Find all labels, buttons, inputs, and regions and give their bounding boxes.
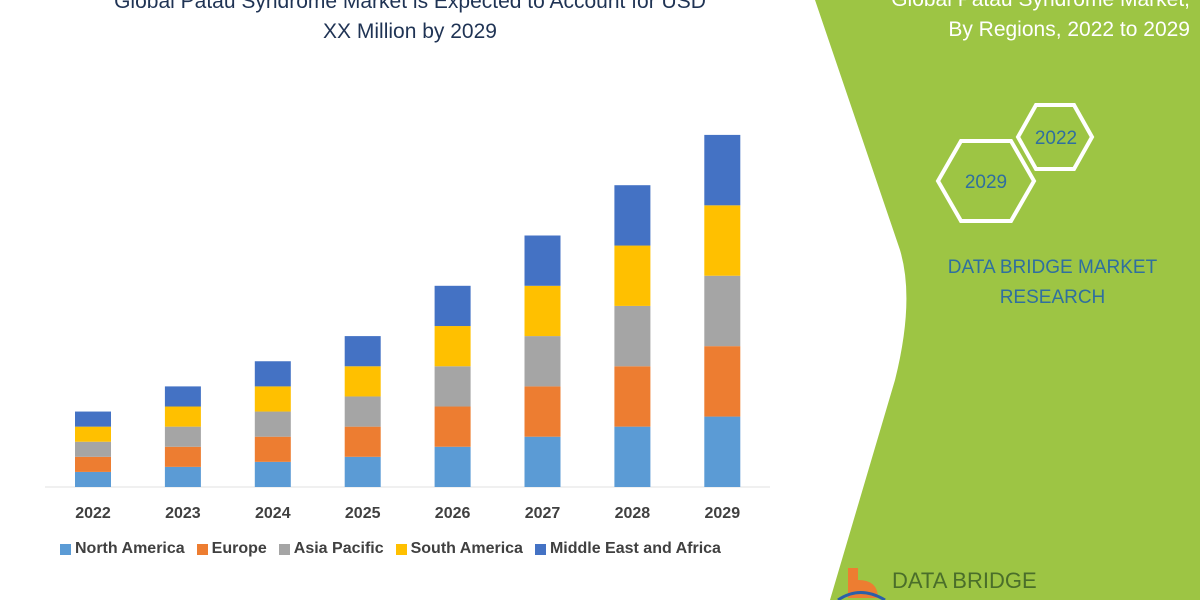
x-tick-label: 2026 xyxy=(435,505,471,522)
bar-segment-2026-3 xyxy=(434,326,471,367)
x-tick-label: 2029 xyxy=(705,505,741,522)
legend-item: Middle East and Africa xyxy=(534,540,721,558)
x-tick-label: 2027 xyxy=(525,505,561,522)
bar-segment-2027-1 xyxy=(524,386,561,437)
hex-label-2022: 2022 xyxy=(1035,128,1077,149)
bar-segment-2023-1 xyxy=(164,446,201,467)
logo-icon xyxy=(837,568,886,600)
bar-segment-2028-1 xyxy=(614,366,651,427)
bar-segment-2022-1 xyxy=(75,456,111,472)
legend-label: South America xyxy=(410,540,523,557)
x-tick-label: 2025 xyxy=(345,505,381,522)
legend-swatch xyxy=(60,543,71,555)
brand-line2: RESEARCH xyxy=(999,287,1106,308)
legend-label: Europe xyxy=(211,540,267,557)
bar-segment-2029-1 xyxy=(704,346,741,417)
bar-segment-2025-3 xyxy=(344,366,381,397)
hexagon-2029 xyxy=(935,139,1037,223)
x-tick-label: 2022 xyxy=(75,505,111,522)
bar-segment-2027-4 xyxy=(524,235,561,286)
bars-group xyxy=(75,134,741,487)
bar-segment-2025-0 xyxy=(344,456,381,487)
bar-segment-2023-0 xyxy=(164,466,201,487)
bar-segment-2025-1 xyxy=(344,426,381,457)
hex-label-2029: 2029 xyxy=(965,172,1007,193)
legend-label: Asia Pacific xyxy=(293,540,384,557)
hexagon-2022 xyxy=(1015,103,1095,171)
bar-segment-2024-1 xyxy=(254,436,291,462)
bar-segment-2027-2 xyxy=(524,336,561,387)
panel-title-line2: By Regions, 2022 to 2029 xyxy=(948,18,1190,41)
x-tick-label: 2028 xyxy=(615,505,651,522)
legend-label: Middle East and Africa xyxy=(549,540,721,557)
logo-text: DATA BRIDGE xyxy=(892,568,1037,593)
brand-line1: DATA BRIDGE MARKET xyxy=(947,257,1158,278)
bar-segment-2023-4 xyxy=(164,386,201,407)
bar-segment-2022-4 xyxy=(75,411,111,427)
legend-item: Asia Pacific xyxy=(278,540,384,558)
legend-swatch xyxy=(196,543,208,555)
bar-segment-2025-2 xyxy=(344,396,381,427)
chart-title-line1: Global Patau Syndrome Market is Expected… xyxy=(114,0,706,13)
bar-segment-2029-3 xyxy=(704,205,741,276)
bar-segment-2027-3 xyxy=(524,285,561,337)
bar-segment-2028-3 xyxy=(614,245,651,306)
legend-item: South America xyxy=(395,540,523,558)
bar-segment-2029-2 xyxy=(704,275,741,347)
bar-segment-2024-4 xyxy=(254,361,291,387)
legend-swatch xyxy=(395,543,407,555)
legend: North America Europe Asia Pacific South Ame… xyxy=(60,540,721,558)
chart-title-line2: XX Million by 2029 xyxy=(323,20,497,43)
bar-segment-2028-4 xyxy=(614,185,651,246)
bar-segment-2024-3 xyxy=(254,386,291,412)
bar-segment-2024-2 xyxy=(254,411,291,437)
bar-segment-2022-2 xyxy=(75,441,111,457)
legend-item: Europe xyxy=(196,540,267,558)
bar-segment-2027-0 xyxy=(524,436,561,487)
bar-segment-2028-0 xyxy=(614,426,651,487)
x-tick-labels: 2022 2023 2024 2025 2026 2027 2028 2029 xyxy=(75,505,740,522)
bar-segment-2023-2 xyxy=(164,426,201,447)
legend-swatch xyxy=(534,543,546,555)
legend-label: North America xyxy=(75,540,185,557)
bar-segment-2026-4 xyxy=(434,285,471,327)
bar-segment-2022-3 xyxy=(75,426,111,442)
bar-segment-2022-0 xyxy=(75,471,111,487)
bar-segment-2029-4 xyxy=(704,134,741,206)
panel-title-line1: Global Patau Syndrome Market, xyxy=(810,0,1190,14)
bar-segment-2028-2 xyxy=(614,305,651,367)
x-tick-label: 2024 xyxy=(255,505,291,522)
bar-segment-2026-2 xyxy=(434,366,471,407)
side-panel-shape xyxy=(815,0,1200,600)
legend-swatch xyxy=(278,543,290,555)
bar-segment-2025-4 xyxy=(344,336,381,367)
bar-segment-2023-3 xyxy=(164,406,201,427)
bar-segment-2026-1 xyxy=(434,406,471,447)
legend-item: North America xyxy=(60,540,185,558)
bar-segment-2024-0 xyxy=(254,461,291,487)
bar-segment-2029-0 xyxy=(704,416,741,487)
x-tick-label: 2023 xyxy=(165,505,201,522)
bar-segment-2026-0 xyxy=(434,446,471,487)
